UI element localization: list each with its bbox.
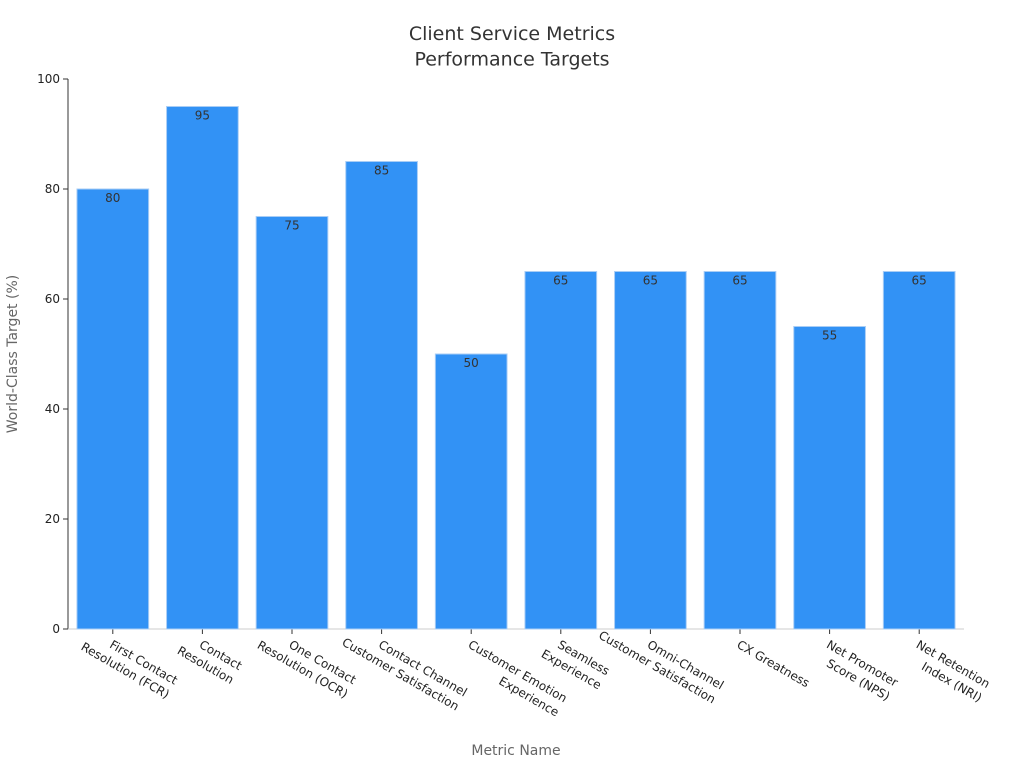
x-tick-label: ContactResolution — [175, 629, 245, 687]
bar — [882, 271, 956, 630]
x-tick-label: First ContactResolution (FCR) — [79, 626, 181, 702]
bar — [524, 271, 598, 630]
bar — [703, 271, 777, 630]
x-tick-label: CX Greatness — [735, 637, 812, 690]
value-label: 65 — [553, 274, 568, 288]
bar — [166, 106, 239, 630]
x-tick-label: Net RetentionIndex (NRI) — [906, 637, 993, 705]
bar — [76, 188, 150, 630]
x-axis-label: Metric Name — [471, 743, 560, 759]
y-tick-label: 0 — [52, 622, 60, 636]
value-label: 75 — [284, 219, 299, 233]
value-label: 50 — [464, 356, 479, 370]
y-axis-label: World-Class Target (%) — [5, 275, 21, 433]
x-tick-label: One ContactResolution (OCR) — [255, 624, 359, 701]
bar — [793, 326, 866, 630]
value-label: 65 — [912, 274, 927, 288]
value-label: 65 — [643, 274, 658, 288]
y-tick-label: 100 — [37, 72, 60, 86]
value-label: 95 — [195, 109, 210, 123]
value-label: 55 — [822, 329, 837, 343]
bar — [434, 353, 508, 630]
chart-title: Client Service Metrics Performance Target… — [409, 23, 615, 71]
value-label: 65 — [732, 274, 747, 288]
x-tick-label: Contact ChannelCustomer Satisfaction — [340, 621, 470, 713]
y-tick-label: 80 — [45, 182, 60, 196]
bar — [614, 271, 687, 630]
bar — [345, 161, 418, 630]
value-label: 80 — [105, 191, 120, 205]
y-tick-label: 40 — [45, 402, 60, 416]
y-tick-label: 20 — [45, 512, 60, 526]
value-label: 85 — [374, 164, 389, 178]
x-tick-label: Net PromoterScore (NPS) — [816, 637, 900, 703]
y-tick-label: 60 — [45, 292, 60, 306]
bar — [255, 216, 329, 630]
